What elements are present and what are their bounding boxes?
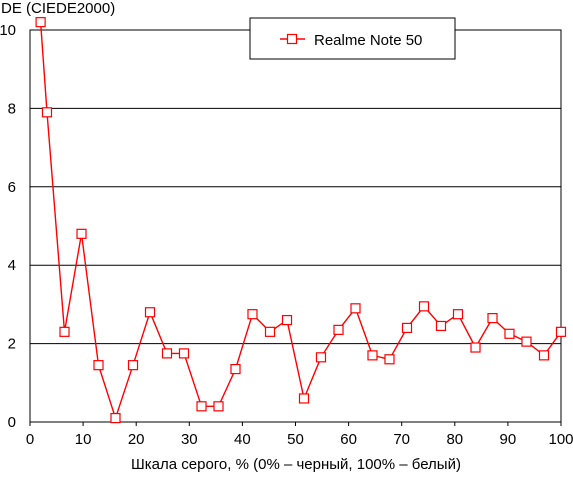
x-tick-label: 90 xyxy=(500,431,517,448)
data-point xyxy=(41,107,53,118)
y-tick-label: 4 xyxy=(8,257,16,274)
plot-frame xyxy=(29,29,562,423)
x-tick-label: 80 xyxy=(446,431,463,448)
grid-layer xyxy=(30,29,561,345)
data-point xyxy=(161,348,173,359)
x-axis-label: Шкала серого, % (0% – черный, 100% – бел… xyxy=(131,456,461,472)
data-point xyxy=(59,326,70,337)
legend-label: Realme Note 50 xyxy=(314,32,422,49)
data-point xyxy=(504,328,515,339)
data-point xyxy=(144,307,156,318)
data-point xyxy=(487,313,498,324)
x-tick-label: 40 xyxy=(234,431,251,448)
data-point xyxy=(333,324,344,335)
y-tick-label: 10 xyxy=(0,22,16,39)
data-point xyxy=(350,303,361,314)
data-point xyxy=(538,350,550,361)
data-point xyxy=(470,342,481,353)
data-point xyxy=(298,393,310,404)
x-tick-label: 60 xyxy=(340,431,357,448)
x-tick-label: 30 xyxy=(181,431,198,448)
y-tick-label: 6 xyxy=(8,179,16,196)
data-point xyxy=(435,320,447,332)
data-point xyxy=(35,17,46,28)
y-tick-label: 0 xyxy=(8,414,16,431)
data-point xyxy=(384,354,395,365)
data-point xyxy=(247,309,258,320)
data-point xyxy=(213,401,224,412)
x-tick-label: 50 xyxy=(287,431,304,448)
series-layer xyxy=(35,17,567,424)
legend-marker xyxy=(286,33,298,45)
data-point xyxy=(76,228,87,239)
data-point xyxy=(230,363,241,375)
data-point xyxy=(521,336,532,347)
data-point xyxy=(555,326,567,337)
data-point xyxy=(264,326,276,337)
data-point xyxy=(401,322,413,334)
x-tick-label: 70 xyxy=(393,431,410,448)
data-point xyxy=(367,350,378,361)
data-point xyxy=(110,412,121,424)
x-tick-label: 20 xyxy=(128,431,145,448)
data-point xyxy=(281,314,293,326)
data-point xyxy=(196,401,207,412)
data-point xyxy=(315,352,327,363)
data-point xyxy=(178,348,190,359)
data-point xyxy=(93,360,104,371)
series-line xyxy=(39,22,562,421)
y-tick-label: 8 xyxy=(8,100,16,117)
data-point xyxy=(418,301,430,312)
data-point xyxy=(127,360,139,371)
x-tick-label: 10 xyxy=(75,431,92,448)
y-axis-label: DE (CIEDE2000) xyxy=(1,0,115,17)
x-tick-label: 0 xyxy=(26,431,34,448)
data-point xyxy=(452,309,464,320)
y-tick-label: 2 xyxy=(8,336,16,353)
x-tick-label: 100 xyxy=(548,431,573,448)
legend: Realme Note 50 xyxy=(249,17,456,60)
